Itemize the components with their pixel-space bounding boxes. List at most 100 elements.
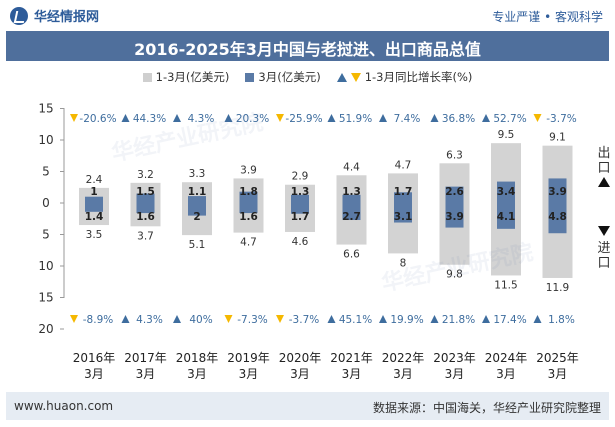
growth-up-icon [379, 315, 387, 323]
y-tick-label: 20 [38, 322, 53, 336]
x-tick-label: 2018年 [176, 351, 219, 365]
slogan: 专业严谨 • 客观科学 [492, 10, 603, 24]
import-march-bar [291, 203, 309, 214]
x-tick-label: 2021年 [330, 351, 373, 365]
import-q1-label: 11.5 [494, 279, 517, 291]
growth-down-icon [70, 315, 78, 323]
triangle-up-icon [336, 72, 347, 82]
import-growth-label: 17.4% [493, 314, 526, 326]
import-q1-label: 3.7 [137, 230, 154, 242]
growth-up-icon [533, 315, 542, 323]
legend-label-growth: 1-3月同比增长率(%) [364, 70, 473, 84]
import-q1-label: 5.1 [189, 239, 206, 251]
import-march-bar [548, 203, 567, 234]
import-march-bar [342, 203, 361, 221]
import-q1-label: 4.6 [292, 236, 309, 248]
growth-up-icon [482, 315, 490, 323]
import-q1-label: 8 [400, 257, 407, 269]
x-tick-label: 2022年 [382, 351, 425, 365]
x-tick-label: 2020年 [279, 351, 322, 365]
export-growth-label: -20.6% [79, 113, 116, 125]
legend-item-march: 3月(亿美元) [245, 69, 321, 85]
import-march-label: 2 [193, 211, 200, 223]
export-q1-label: 9.1 [549, 132, 566, 144]
growth-down-icon [70, 114, 78, 122]
export-q1-label: 3.2 [137, 169, 154, 181]
import-growth-label: -7.3% [237, 314, 267, 326]
export-march-label: 3.9 [548, 186, 567, 198]
footer-url: www.huaon.com [14, 399, 114, 413]
import-march-bar [394, 203, 412, 223]
y-tick-label: 5 [42, 165, 50, 179]
import-q1-label: 3.5 [86, 229, 103, 241]
import-growth-label: 1.8% [548, 314, 575, 326]
export-march-bar [548, 178, 567, 203]
export-march-label: 1.3 [291, 186, 310, 198]
footer: www.huaon.com 数据来源：中国海关，华经产业研究院整理 [6, 392, 609, 420]
x-tick-label-line2: 3月 [187, 367, 207, 381]
import-march-bar [445, 203, 464, 228]
legend-label-q1: 1-3月(亿美元) [155, 70, 230, 84]
export-growth-label: 52.7% [493, 113, 526, 125]
arrow-up-icon [598, 177, 610, 187]
export-march-label: 1.1 [188, 186, 207, 198]
y-tick-label: 10 [38, 133, 53, 147]
title-bar: 2016-2025年3月中国与老挝进、出口商品总值 [6, 31, 609, 61]
export-march-label: 1 [90, 186, 97, 198]
growth-up-icon [327, 114, 336, 122]
export-growth-label: -3.7% [546, 113, 576, 125]
legend-label-march: 3月(亿美元) [258, 70, 321, 84]
export-march-label: 1.5 [136, 186, 155, 198]
x-tick-label: 2025年 [536, 351, 579, 365]
x-tick-label: 2016年 [73, 351, 116, 365]
import-march-label: 1.6 [136, 211, 155, 223]
export-growth-label: 4.3% [188, 113, 215, 125]
import-march-label: 1.4 [85, 211, 104, 223]
export-q1-label: 4.4 [343, 161, 360, 173]
x-tick-label-line2: 3月 [84, 367, 104, 381]
growth-down-icon [224, 315, 233, 323]
export-q1-label: 4.7 [395, 159, 412, 171]
growth-up-icon [121, 315, 130, 323]
growth-down-icon [533, 114, 542, 122]
growth-down-icon [276, 315, 284, 323]
export-q1-label: 2.9 [292, 171, 309, 183]
import-march-label: 2.7 [342, 211, 361, 223]
import-march-bar [188, 203, 206, 216]
y-tick-label: 15 [38, 102, 53, 116]
logo: 华经情报网 [10, 6, 99, 25]
export-march-label: 1.8 [239, 186, 258, 198]
import-march-bar [136, 203, 155, 214]
chart-title: 2016-2025年3月中国与老挝进、出口商品总值 [134, 40, 481, 59]
import-march-bar [239, 203, 258, 214]
legend-swatch-blue [245, 72, 255, 82]
triangle-down-icon [350, 72, 361, 82]
export-march-bar [85, 196, 103, 203]
export-growth-label: 7.4% [394, 113, 421, 125]
growth-up-icon [173, 315, 181, 323]
x-tick-label-line2: 3月 [548, 367, 568, 381]
x-tick-label-line2: 3月 [239, 367, 259, 381]
import-growth-label: 45.1% [339, 314, 372, 326]
export-march-bar [136, 193, 155, 203]
y-tick-label: 5 [42, 228, 50, 242]
export-march-bar [497, 181, 515, 203]
growth-up-icon [430, 315, 439, 323]
import-growth-label: 40% [189, 314, 212, 326]
import-march-label: 1.7 [291, 211, 310, 223]
x-tick-label-line2: 3月 [393, 367, 413, 381]
y-tick-label: 15 [38, 291, 53, 305]
export-march-bar [239, 191, 258, 203]
x-tick-label-line2: 3月 [342, 367, 362, 381]
growth-down-icon [276, 114, 284, 122]
legend: 1-3月(亿美元) 3月(亿美元) 1-3月同比增长率(%) [0, 68, 615, 86]
import-growth-label: -8.9% [83, 314, 113, 326]
import-q1-label: 4.7 [240, 237, 257, 249]
import-march-label: 3.1 [394, 211, 413, 223]
import-side-label: 进口 [597, 241, 611, 271]
x-tick-label: 2024年 [485, 351, 528, 365]
import-march-label: 4.1 [497, 211, 516, 223]
export-growth-label: 20.3% [236, 113, 269, 125]
export-growth-label: 51.9% [339, 113, 372, 125]
growth-up-icon [121, 114, 130, 122]
